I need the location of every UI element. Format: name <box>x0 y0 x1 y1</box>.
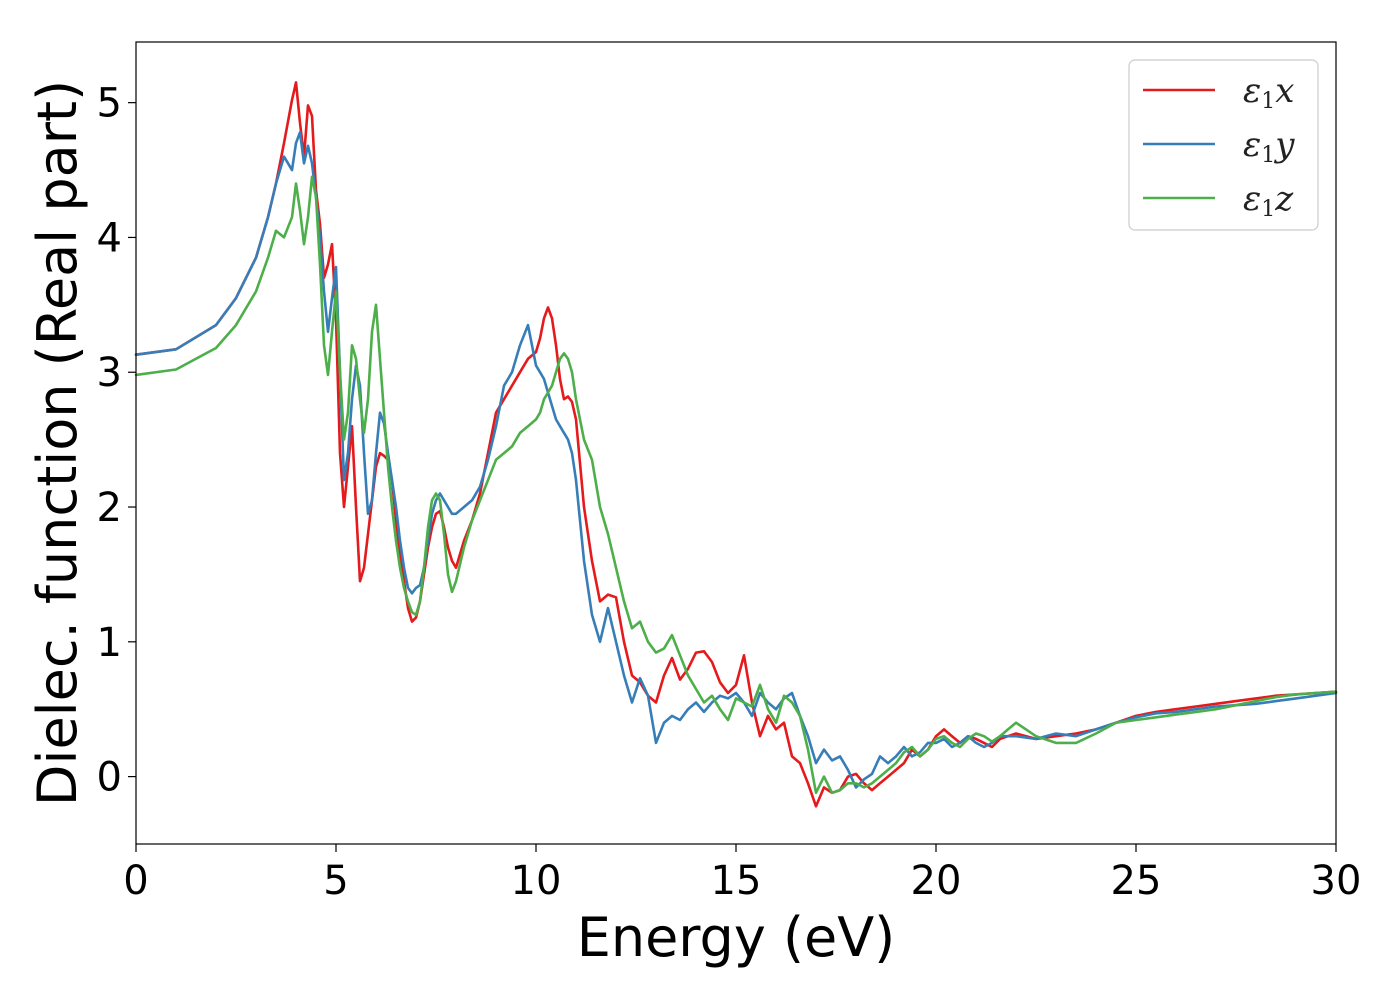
x-tick-label: 30 <box>1311 858 1362 904</box>
x-tick-label: 15 <box>711 858 762 904</box>
series-line-x <box>134 81 1338 808</box>
legend-box <box>1128 59 1319 231</box>
y-tick-label: 0 <box>97 755 122 801</box>
x-axis-label: Energy (eV) <box>577 906 896 969</box>
y-tick-label: 2 <box>97 485 122 531</box>
series-line-z <box>134 175 1338 795</box>
x-tick-label: 5 <box>323 858 348 904</box>
legend: ε1x ε1y ε1z <box>1128 59 1319 231</box>
y-tick-label: 1 <box>97 620 122 666</box>
x-tick-label: 20 <box>911 858 962 904</box>
y-axis-label: Dielec. function (Real part) <box>26 80 89 806</box>
x-axis: 0 5 10 15 20 25 30 <box>123 844 1361 904</box>
x-tick-label: 10 <box>511 858 562 904</box>
x-tick-label: 0 <box>123 858 148 904</box>
legend-label-x: ε1x <box>1243 71 1294 114</box>
legend-label-y: ε1y <box>1243 125 1295 168</box>
y-tick-label: 4 <box>97 215 122 261</box>
y-tick-label: 3 <box>97 350 122 396</box>
legend-label-z: ε1z <box>1243 179 1294 222</box>
y-tick-label: 5 <box>97 81 122 127</box>
x-tick-label: 25 <box>1111 858 1162 904</box>
y-axis: 0 1 2 3 4 5 <box>97 81 136 801</box>
series-layer <box>134 81 1338 808</box>
